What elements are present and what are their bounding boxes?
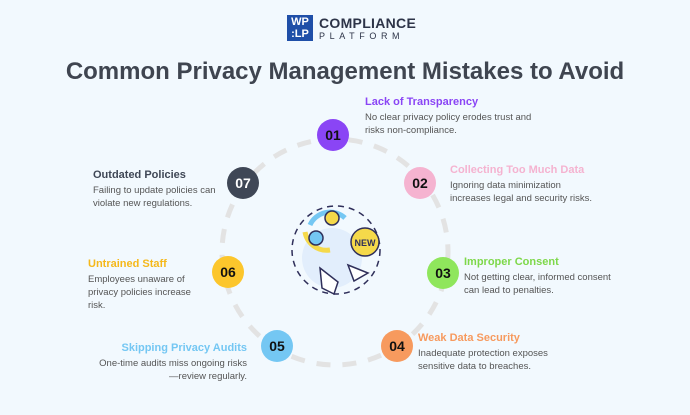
mistake-description: Ignoring data minimization increases leg… — [450, 180, 593, 204]
mistake-item: Untrained Staff Employees unaware of priv… — [88, 258, 206, 312]
mistake-item: Improper Consent Not getting clear, infor… — [464, 256, 614, 297]
mistake-title: Untrained Staff — [88, 258, 167, 270]
mistake-title: Improper Consent — [464, 256, 559, 268]
mistake-title: Lack of Transparency — [365, 96, 479, 108]
step-number-03: 03 — [427, 257, 459, 289]
logo-mark: WP:LP — [287, 15, 313, 41]
mistake-item: Lack of Transparency No clear privacy pol… — [365, 96, 545, 137]
mistake-description: One-time audits miss ongoing risks—revie… — [99, 358, 247, 382]
logo-text-1: COMPLIANCE — [319, 15, 417, 31]
mistake-description: Inadequate protection exposes sensitive … — [418, 348, 548, 372]
mistake-description: Not getting clear, informed consent can … — [464, 272, 611, 296]
step-number-01: 01 — [317, 119, 349, 151]
mistake-item: Skipping Privacy Audits One-time audits m… — [97, 342, 247, 383]
mistake-title: Outdated Policies — [93, 169, 186, 181]
step-number-05: 05 — [261, 330, 293, 362]
mistake-item: Outdated Policies Failing to update polic… — [93, 169, 221, 210]
gears-new-hand-icon: NEW — [291, 205, 381, 296]
mistake-title: Weak Data Security — [418, 332, 520, 344]
logo-mark-bottom: :LP — [291, 28, 309, 40]
mistake-description: Failing to update policies can violate n… — [93, 185, 216, 209]
logo-mark-top: WP — [291, 16, 309, 28]
step-number-07: 07 — [227, 167, 259, 199]
step-number-02: 02 — [404, 167, 436, 199]
step-number-06: 06 — [212, 256, 244, 288]
logo-text-2: PLATFORM — [319, 31, 405, 41]
mistake-title: Collecting Too Much Data — [450, 164, 585, 176]
step-number-04: 04 — [381, 330, 413, 362]
new-badge: NEW — [355, 238, 377, 248]
mistake-title: Skipping Privacy Audits — [121, 342, 247, 354]
mistake-description: No clear privacy policy erodes trust and… — [365, 112, 532, 136]
mistake-description: Employees unaware of privacy policies in… — [88, 274, 191, 311]
logo: WP:LP COMPLIANCE PLATFORM — [287, 15, 416, 41]
mistake-item: Collecting Too Much Data Ignoring data mi… — [450, 164, 600, 205]
mistake-item: Weak Data Security Inadequate protection … — [418, 332, 568, 373]
page-title: Common Privacy Management Mistakes to Av… — [65, 58, 625, 85]
